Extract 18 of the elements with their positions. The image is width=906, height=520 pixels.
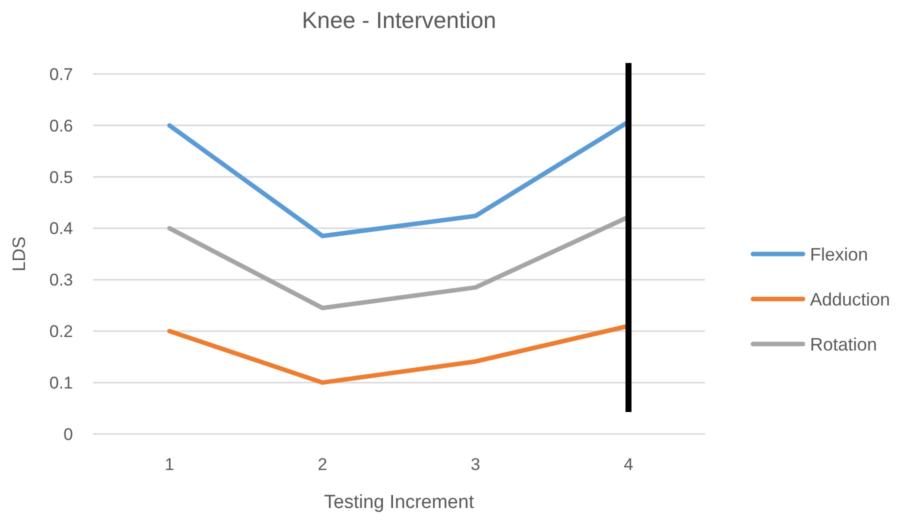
- x-tick-label: 3: [470, 455, 480, 474]
- y-axis-title: LDS: [9, 236, 29, 272]
- legend-label: Rotation: [810, 334, 878, 354]
- x-tick-label: 4: [624, 455, 634, 474]
- x-axis-title: Testing Increment: [324, 492, 475, 513]
- y-tick-label: 0.6: [49, 116, 73, 136]
- y-tick-label: 0.2: [49, 322, 73, 342]
- y-tick-label: 0.1: [49, 374, 73, 393]
- legend-label: Adduction: [810, 289, 890, 310]
- y-tick-label: 0.5: [49, 168, 73, 187]
- legend-label: Flexion: [810, 244, 868, 264]
- x-tick-label: 2: [318, 455, 328, 474]
- y-tick-label: 0.7: [49, 64, 73, 84]
- chart-title: Knee - Intervention: [302, 7, 496, 33]
- y-tick-label: 0: [64, 424, 73, 444]
- x-tick-label: 1: [164, 455, 174, 474]
- y-tick-label: 0.3: [49, 270, 73, 290]
- y-tick-label: 0.4: [49, 219, 73, 238]
